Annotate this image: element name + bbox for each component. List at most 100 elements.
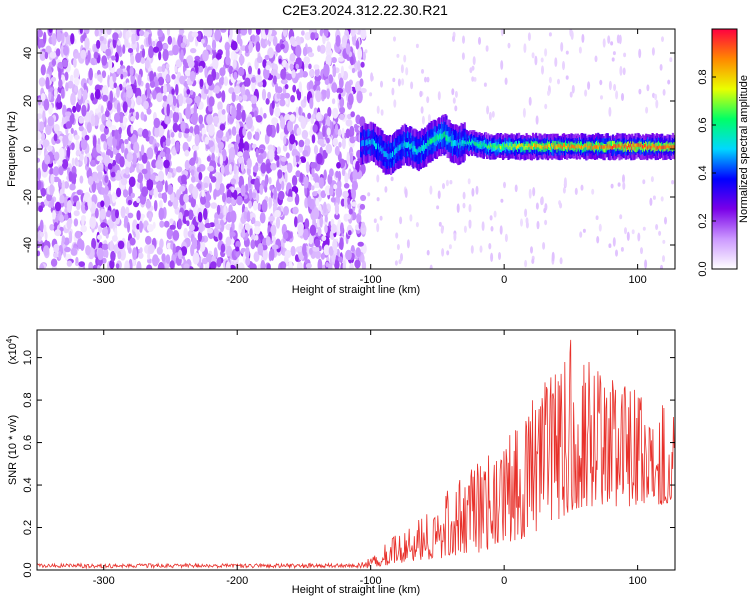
spectrogram-cell <box>124 166 130 175</box>
spectrogram-cell <box>154 146 159 153</box>
spectrogram-cell <box>207 165 215 172</box>
spectrogram-cell <box>57 61 64 69</box>
spectrogram-cell <box>189 158 196 166</box>
spectrogram-cell <box>178 131 182 139</box>
spectrogram-cell <box>360 254 365 263</box>
spectrogram-cell <box>99 123 106 133</box>
spectrogram-cell <box>110 55 116 61</box>
spectrogram-cell <box>97 234 102 240</box>
spectrogram-cell <box>642 226 646 231</box>
spectrogram-cell <box>298 81 302 92</box>
spectrogram-cell <box>130 192 135 198</box>
snr-background <box>37 330 675 570</box>
spectrogram-cell <box>456 203 460 213</box>
spectrogram-cell <box>451 88 455 96</box>
spectrogram-cell <box>337 129 342 137</box>
spectrogram-cell <box>236 195 243 206</box>
spectrogram-cell <box>123 215 129 228</box>
spectrogram-cell <box>321 235 327 241</box>
spectrogram-cell <box>75 200 81 211</box>
spectrogram-cell <box>244 77 251 87</box>
spectrogram-cell <box>462 202 466 209</box>
spectrogram-cell <box>260 260 266 269</box>
colorbar-ticks: 0.0 0.2 0.4 0.6 0.8 <box>697 69 716 277</box>
spectrogram-cell <box>136 261 142 269</box>
spectrogram-cell <box>96 155 103 162</box>
spectrogram-cell <box>419 90 423 98</box>
spectrogram-cell <box>64 196 68 207</box>
spectrogram-cell <box>221 90 226 103</box>
spectrogram-cell <box>313 144 319 155</box>
spectrogram-cell <box>56 100 63 110</box>
spectrogram-cell <box>181 174 187 184</box>
spectrogram-cell <box>112 32 119 41</box>
spectrogram-cell <box>201 127 206 136</box>
spectrogram-cell <box>213 247 218 258</box>
spectrogram-cell <box>295 44 302 58</box>
spectrogram-cell <box>116 85 120 98</box>
spectrogram-cell <box>152 254 159 267</box>
spectrogram-cell <box>544 103 548 110</box>
spectrogram-cell <box>219 154 223 166</box>
spectrogram-cell <box>49 224 55 231</box>
spectrogram-cell <box>650 176 654 183</box>
spectrogram-cell <box>45 124 52 136</box>
spectrogram-cell <box>489 215 493 221</box>
spectrogram-cell <box>270 224 277 237</box>
spectrogram-cell <box>329 186 334 197</box>
spectrogram-cell <box>360 194 367 202</box>
spectrogram-cell <box>79 29 83 34</box>
spectrogram-cell <box>240 161 245 173</box>
spectrogram-cell <box>284 249 292 259</box>
spectrogram-cell <box>77 238 83 250</box>
spectrogram-cell <box>296 89 302 101</box>
spectrogram-cell <box>350 111 356 118</box>
spectrogram-cell <box>100 222 107 229</box>
spectrogram-cell <box>170 137 176 145</box>
spectrogram-cell <box>211 152 215 161</box>
spectrogram-cell <box>54 87 58 99</box>
spectrogram-cell <box>248 175 252 189</box>
spectrogram-cell <box>126 88 133 99</box>
spectrogram-cell <box>332 137 339 147</box>
spectrogram-cell <box>74 86 78 93</box>
spectrogram-cell <box>262 248 268 261</box>
spectrogram-cell <box>241 109 246 123</box>
spectrogram-cell <box>261 79 267 88</box>
spectrogram-cell <box>37 250 41 257</box>
spectrogram-cell <box>37 178 42 191</box>
spectrogram-cell <box>97 247 104 261</box>
spectrogram-cell <box>180 120 186 133</box>
spectrogram-cell <box>312 246 320 252</box>
spectrogram-cell <box>426 96 430 104</box>
spectrogram-cell <box>289 134 296 145</box>
spectrogram-cell <box>88 67 94 81</box>
spectrogram-cell <box>199 78 204 88</box>
spectrogram-cell <box>289 63 294 70</box>
spectrogram-cell <box>94 29 99 37</box>
spectrogram-cell <box>189 164 196 173</box>
spectrogram-cell <box>264 29 269 36</box>
spectrogram-cell <box>68 230 73 244</box>
spectrogram-cell <box>256 56 263 64</box>
spectrogram-cell <box>339 96 345 108</box>
spectrogram-cell <box>453 232 457 242</box>
spectrogram-cell <box>619 65 623 76</box>
spectrogram-cell <box>310 185 315 191</box>
spectrogram-cell <box>651 47 655 56</box>
spectrogram-cell <box>611 57 615 62</box>
spectrogram-cell <box>463 225 467 233</box>
spectrogram-cell <box>162 192 168 204</box>
spectrogram-cell <box>323 201 327 214</box>
spectrogram-cell <box>336 179 342 190</box>
spectrogram-cell <box>338 77 344 89</box>
spectrogram-cell <box>86 122 92 134</box>
spectrogram-cell <box>269 215 275 222</box>
spectrogram-cell <box>557 78 560 85</box>
spectrogram-cell <box>301 30 305 36</box>
spectrogram-cell <box>177 218 182 230</box>
spectrogram-cell <box>238 55 245 65</box>
spectrogram-cell <box>100 133 107 142</box>
spectrogram-cell <box>215 156 219 164</box>
spectrogram-cell <box>74 134 80 140</box>
